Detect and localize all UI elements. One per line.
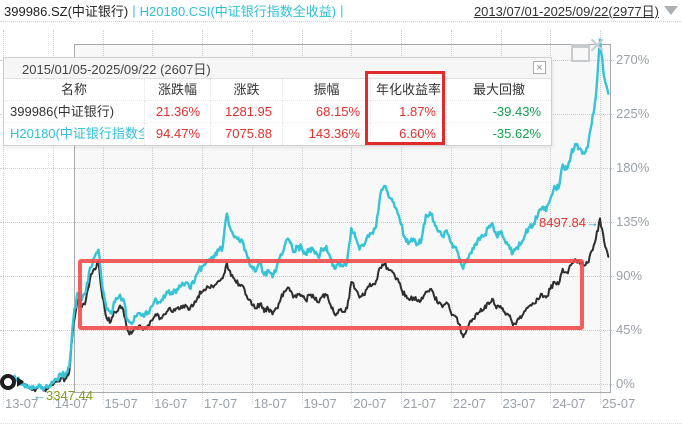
stats-table: 名称 涨跌幅 涨跌 振幅 年化收益率 最大回撤 399986(中证银行) 21.… [4, 79, 551, 145]
highlight-box-annotation [78, 259, 584, 330]
x-axis-label: 18-07 [253, 396, 287, 411]
stats-panel-title: 2015/01/05-2025/09/22 (2607日) × [4, 58, 551, 79]
row2-annualized: 6.60% [370, 123, 446, 145]
v-gridline [600, 30, 601, 404]
col-header-annualized: 年化收益率 [370, 79, 446, 101]
x-axis-label: 14-07 [54, 396, 88, 411]
chevron-down-icon[interactable] [664, 6, 678, 15]
annualized-column-highlight [365, 71, 445, 145]
x-axis-label: 19-07 [303, 396, 337, 411]
h-gridline [0, 222, 614, 223]
v-gridline [401, 30, 402, 404]
v-gridline [202, 30, 203, 404]
x-axis-label: 24-07 [552, 396, 586, 411]
row2-amplitude: 143.36% [282, 123, 370, 145]
date-range-selector[interactable]: 2013/07/01-2025/09/22(2977日) [473, 4, 659, 19]
col-header-drawdown: 最大回撤 [446, 79, 551, 101]
trailing-separator: | [340, 3, 344, 18]
series-separator: | [132, 3, 136, 18]
h-gridline [0, 276, 614, 277]
min-value-label: 3347.44 [46, 388, 93, 403]
bottom-divider [0, 423, 682, 424]
x-axis-label: 15-07 [104, 396, 138, 411]
v-gridline [152, 30, 154, 404]
restore-window-icon[interactable] [571, 44, 590, 62]
left-arrow-icon: ← [33, 388, 46, 403]
min-value-annotation: ← 3347.44 [33, 388, 93, 403]
series2-title[interactable]: H20180.CSI(中证银行指数全收益) [139, 4, 337, 19]
col-header-chg-pct: 涨跌幅 [144, 79, 210, 101]
y-axis-label: 135% [616, 214, 650, 229]
x-axis-label: 13-07 [5, 396, 39, 411]
x-axis-label: 17-07 [204, 396, 238, 411]
y-axis-label: 90% [616, 268, 643, 283]
right-arrow-icon: → [586, 215, 599, 230]
x-axis-label: 23-07 [502, 396, 536, 411]
col-header-chg: 涨跌 [210, 79, 282, 101]
row1-chg: 1281.95 [210, 101, 282, 123]
h-gridline [0, 384, 614, 385]
v-gridline [500, 30, 502, 404]
y-axis-label: 45% [616, 322, 643, 337]
v-gridline [450, 30, 452, 404]
max-value-annotation: 8497.84 → [539, 215, 599, 230]
y-axis-label: 0% [616, 376, 635, 391]
y-axis-label: 270% [616, 52, 650, 67]
v-gridline [251, 30, 253, 404]
row1-name: 399986(中证银行) [4, 101, 144, 123]
max-value-label: 8497.84 [539, 215, 586, 230]
series-line-0 [2, 217, 610, 393]
v-gridline [102, 30, 104, 404]
series1-title: 399986.SZ(中证银行) [4, 4, 129, 19]
panel-close-icon[interactable]: × [533, 61, 546, 74]
row1-drawdown: -39.43% [446, 101, 551, 123]
x-axis-label: 21-07 [403, 396, 437, 411]
series-start-marker[interactable] [0, 374, 16, 390]
x-axis-label: 20-07 [353, 396, 387, 411]
row2-drawdown: -35.62% [446, 123, 551, 145]
y-axis-label: 180% [616, 160, 650, 175]
v-gridline [301, 30, 303, 404]
h-gridline [0, 168, 614, 169]
row2-chg: 7075.88 [210, 123, 282, 145]
series-line-1 [1, 38, 610, 392]
y-axis-label: 225% [616, 106, 650, 121]
h-gridline [0, 330, 614, 331]
v-gridline [351, 30, 353, 404]
row2-name: H20180(中证银行指数全收益) [10, 126, 144, 141]
x-axis-label: 22-07 [452, 396, 486, 411]
x-axis-label: 25-07 [602, 396, 636, 411]
row1-annualized: 1.87% [370, 101, 446, 123]
play-triangle-icon [17, 377, 24, 387]
row1-amplitude: 68.15% [282, 101, 370, 123]
v-gridline [3, 30, 4, 404]
close-icon[interactable]: ✕ [588, 34, 607, 59]
x-axis-label: 16-07 [154, 396, 188, 411]
row1-chg-pct: 21.36% [144, 101, 210, 123]
chart-header: 399986.SZ(中证银行) | H20180.CSI(中证银行指数全收益) … [0, 0, 682, 22]
v-gridline [52, 30, 54, 404]
col-header-name: 名称 [4, 79, 144, 101]
col-header-amplitude: 振幅 [282, 79, 370, 101]
stats-panel: 2015/01/05-2025/09/22 (2607日) × 名称 涨跌幅 涨… [3, 57, 552, 146]
v-gridline [550, 30, 552, 404]
row2-chg-pct: 94.47% [144, 123, 210, 145]
